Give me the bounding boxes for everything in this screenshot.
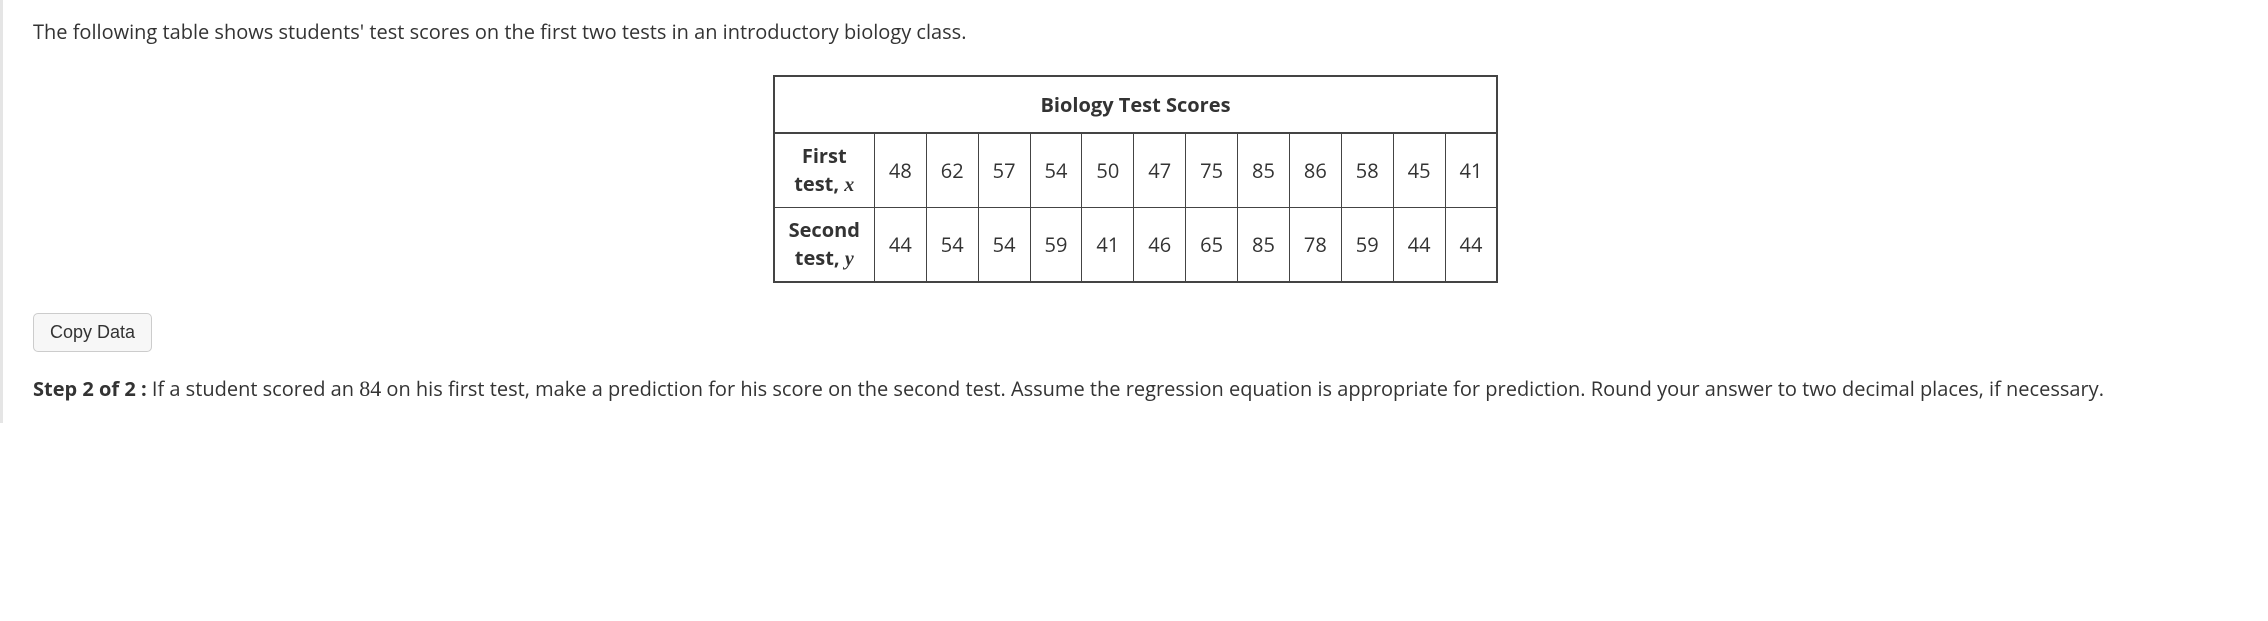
cell: 44 [1393,208,1445,283]
cell: 65 [1186,208,1238,283]
cell: 86 [1289,133,1341,208]
table-row: First test, x 48 62 57 54 50 47 75 85 86… [774,133,1498,208]
cell: 47 [1134,133,1186,208]
step-label: Step 2 of 2 : [33,375,147,402]
copy-data-button[interactable]: Copy Data [33,313,152,352]
scores-table: Biology Test Scores First test, x 48 62 … [773,75,1499,283]
cell: 44 [874,208,926,283]
step-post: on his first test, make a prediction for… [381,375,2104,402]
cell: 50 [1082,133,1134,208]
cell: 41 [1445,133,1497,208]
step-value: 84 [359,376,381,401]
cell: 54 [926,208,978,283]
cell: 78 [1289,208,1341,283]
row2-var: y [845,248,854,270]
cell: 45 [1393,133,1445,208]
intro-text: The following table shows students' test… [33,18,2238,45]
cell: 54 [1030,133,1082,208]
cell: 57 [978,133,1030,208]
cell: 62 [926,133,978,208]
cell: 44 [1445,208,1497,283]
cell: 41 [1082,208,1134,283]
cell: 54 [978,208,1030,283]
table-row: Second test, y 44 54 54 59 41 46 65 85 7… [774,208,1498,283]
cell: 48 [874,133,926,208]
row2-header: Second test, y [774,208,875,283]
cell: 85 [1238,133,1290,208]
row1-var: x [844,174,854,196]
row2-label-line2: test, [795,244,845,271]
step-prompt: Step 2 of 2 : If a student scored an 84 … [33,372,2238,405]
row1-header: First test, x [774,133,875,208]
row1-label-line1: First [802,142,847,169]
cell: 75 [1186,133,1238,208]
table-container: Biology Test Scores First test, x 48 62 … [33,75,2238,283]
cell: 85 [1238,208,1290,283]
cell: 46 [1134,208,1186,283]
step-pre: If a student scored an [147,375,360,402]
table-title: Biology Test Scores [774,76,1498,133]
cell: 59 [1030,208,1082,283]
row1-label-line2: test, [794,170,844,197]
cell: 59 [1341,208,1393,283]
row2-label-line1: Second [789,216,860,243]
cell: 58 [1341,133,1393,208]
